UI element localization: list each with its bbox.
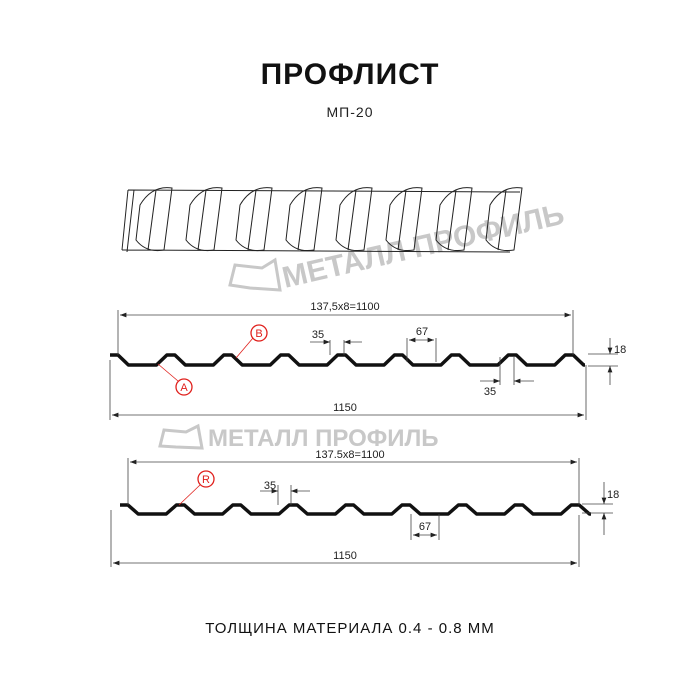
- svg-text:A: A: [180, 382, 188, 394]
- watermark-bottom: МЕТАЛЛ ПРОФИЛЬ: [158, 423, 439, 452]
- crest-dimension: 35: [264, 480, 276, 492]
- svg-text:МЕТАЛЛ ПРОФИЛЬ: МЕТАЛЛ ПРОФИЛЬ: [208, 425, 439, 452]
- pitch-dimension: 137,5x8=1100: [310, 301, 379, 313]
- profile-a: 137,5x8=1100 1150 35 67 35 18 B A: [109, 301, 626, 420]
- marker-b: B: [235, 324, 268, 359]
- width-dimension: 1150: [333, 550, 357, 562]
- height-dimension: 18: [614, 344, 626, 356]
- page-title: ПРОФЛИСТ: [260, 58, 440, 91]
- svg-text:R: R: [202, 474, 210, 486]
- profile-r-line: [120, 503, 592, 516]
- valley-dimension: 67: [416, 326, 428, 338]
- marker-r: R: [178, 470, 215, 506]
- width-dimension: 1150: [333, 402, 357, 414]
- material-thickness-note: ТОЛЩИНА МАТЕРИАЛА 0.4 - 0.8 ММ: [205, 620, 495, 637]
- crest-dimension: 35: [312, 329, 324, 341]
- valley-dimension: 67: [419, 521, 431, 533]
- profile-a-line: [110, 353, 586, 367]
- marker-a: A: [157, 363, 193, 396]
- profile-r: 137.5x8=1100 1150 35 67 18 R: [110, 449, 619, 567]
- pitch-dimension: 137.5x8=1100: [315, 449, 384, 461]
- bottom-crest-dimension: 35: [484, 386, 496, 398]
- subtitle: МП-20: [326, 104, 374, 120]
- sheet-3d-illustration: [121, 187, 523, 253]
- svg-text:МЕТАЛЛ ПРОФИЛЬ: МЕТАЛЛ ПРОФИЛЬ: [279, 198, 567, 295]
- height-dimension: 18: [607, 489, 619, 501]
- svg-text:B: B: [255, 328, 262, 340]
